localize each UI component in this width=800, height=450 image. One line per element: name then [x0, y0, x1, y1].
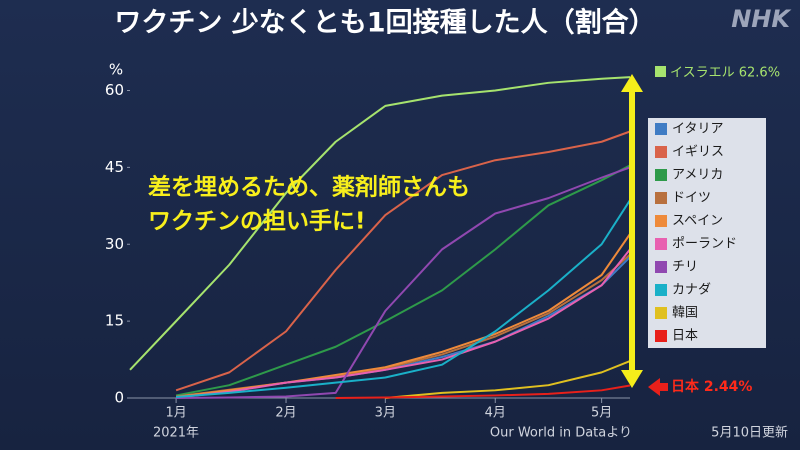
- x-tick-label: 2月: [275, 406, 296, 421]
- legend-label: スペイン: [672, 214, 723, 229]
- series-line: [176, 166, 631, 399]
- y-unit: %: [109, 61, 123, 79]
- legend-swatch: [655, 330, 667, 342]
- x-tick-label: 5月: [591, 406, 612, 421]
- legend-swatch: [655, 284, 667, 296]
- callout-line: ワクチンの担い手に!: [148, 209, 366, 235]
- legend-label: 日本: [672, 329, 698, 344]
- y-tick-label: 0: [114, 389, 124, 407]
- legend-swatch: [655, 238, 667, 250]
- plot: 0 15 30 45 60 1月 2月 3月 4月 5月: [105, 76, 631, 421]
- legend-swatch: [655, 169, 667, 181]
- y-tick-label: 15: [105, 312, 124, 330]
- chart-title: ワクチン 少なくとも1回接種した人（割合）: [114, 7, 655, 39]
- series-line: [335, 384, 631, 399]
- series-line: [385, 360, 631, 399]
- series-line: [129, 76, 631, 371]
- legend-label: イタリア: [672, 122, 723, 137]
- legend-swatch: [655, 261, 667, 273]
- series-line: [175, 130, 631, 392]
- legend-swatch: [655, 123, 667, 135]
- legend-label: アメリカ: [672, 168, 723, 183]
- x-tick-label: 3月: [375, 406, 396, 421]
- x-sublabel: 2021年: [153, 426, 199, 441]
- logo: NHK: [731, 5, 792, 33]
- y-tick-label: 45: [105, 158, 124, 176]
- source: Our World in Dataより: [490, 426, 632, 441]
- series-line: [175, 248, 631, 399]
- x-tick-label: 1月: [165, 406, 186, 421]
- arrow-head: [621, 370, 643, 388]
- legend-swatch: [655, 215, 667, 227]
- series-line: [176, 199, 631, 398]
- callout-line: 差を埋めるため、薬剤師さんも: [148, 174, 470, 201]
- legend-box: [648, 118, 766, 348]
- israel-label: イスラエル 62.6%: [670, 66, 780, 81]
- japan-label: 日本 2.44%: [671, 378, 752, 395]
- x-tick-label: 4月: [485, 406, 506, 421]
- legend-swatch: [655, 146, 667, 158]
- legend-label: ドイツ: [672, 191, 711, 206]
- legend-label: ポーランド: [672, 237, 737, 252]
- japan-arrow: [648, 378, 668, 396]
- arrow-head: [621, 74, 643, 92]
- y-tick-label: 30: [105, 235, 124, 253]
- updated: 5月10日更新: [711, 425, 788, 441]
- legend-swatch: [655, 307, 667, 319]
- legend-label: 韓国: [672, 306, 698, 321]
- israel-swatch: [655, 66, 666, 77]
- y-tick-label: 60: [105, 81, 124, 99]
- legend-label: イギリス: [672, 145, 724, 160]
- legend-swatch: [655, 192, 667, 204]
- legend-label: チリ: [672, 260, 698, 275]
- range-arrow: [621, 74, 643, 388]
- legend-label: カナダ: [672, 283, 711, 298]
- series-line: [175, 164, 631, 397]
